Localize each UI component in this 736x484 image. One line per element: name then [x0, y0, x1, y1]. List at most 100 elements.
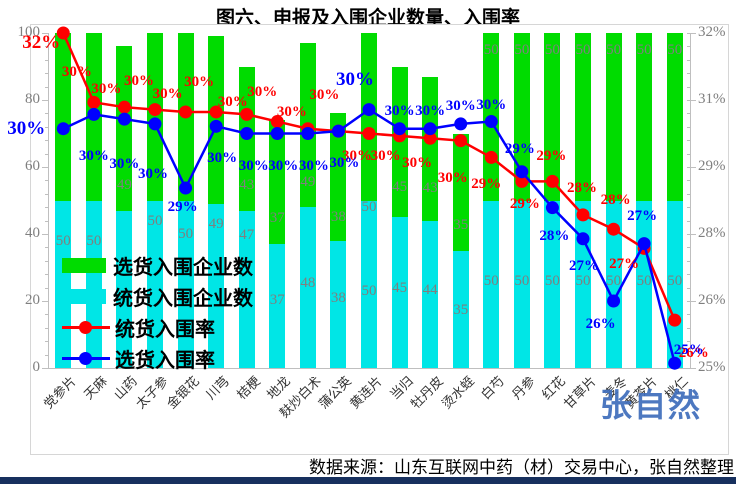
minor-tick-right: [687, 247, 690, 248]
blue-rate-line-point: [148, 117, 162, 131]
blue-rate-label: 30%: [445, 97, 476, 114]
bar-segment-tonghuo: [422, 220, 439, 368]
minor-tick-left: [45, 288, 48, 289]
minor-tick-right: [687, 355, 690, 356]
major-tick-left: [42, 167, 48, 168]
blue-rate-line-point: [117, 112, 131, 126]
bottom-divider-bar: [0, 477, 736, 484]
bar-value-label: 49: [208, 215, 224, 232]
blue-rate-label: 30%: [298, 157, 329, 174]
major-tick-right: [690, 234, 696, 235]
red-rate-label: 30%: [61, 64, 92, 81]
minor-tick-left: [45, 127, 48, 128]
right-axis-tick-label: 31%: [698, 91, 726, 107]
bar-segment-xuanhuo: [55, 33, 72, 201]
bar-segment-xuanhuo: [605, 33, 622, 201]
blue-rate-line-point: [423, 122, 437, 136]
bar-value-label: 50: [483, 272, 499, 289]
blue-rate-line-point: [484, 115, 498, 129]
bar-value-label: 35: [453, 216, 469, 233]
minor-tick-right: [687, 73, 690, 74]
bar-segment-tonghuo: [391, 217, 408, 368]
blue-rate-label: 29%: [504, 140, 535, 157]
minor-tick-right: [687, 100, 690, 101]
red-rate-label: 30%: [184, 73, 215, 90]
minor-tick-right: [687, 46, 690, 47]
bar-value-label: 49: [116, 177, 132, 194]
bar-segment-xuanhuo: [269, 120, 286, 245]
bar-segment-tonghuo: [513, 200, 530, 368]
red-rate-line-point: [484, 150, 498, 164]
blue-rate-line-point: [209, 119, 223, 133]
minor-tick-left: [45, 261, 48, 262]
minor-tick-right: [687, 274, 690, 275]
red-rate-line-point: [454, 134, 468, 148]
red-rate-label: 30%: [342, 147, 372, 164]
bar-segment-tonghuo: [177, 200, 194, 368]
minor-tick-left: [45, 194, 48, 195]
bar-value-label: 50: [575, 41, 591, 58]
minor-tick-right: [687, 167, 690, 168]
major-tick-left: [42, 234, 48, 235]
major-tick-left: [42, 301, 48, 302]
minor-tick-left: [45, 154, 48, 155]
blue-rate-line-point: [331, 124, 345, 138]
bar-segment-xuanhuo: [116, 46, 133, 211]
blue-rate-line-point: [270, 127, 284, 140]
minor-tick-left: [45, 46, 48, 47]
bar-value-label: 50: [361, 282, 377, 299]
bar-segment-tonghuo: [299, 207, 316, 368]
bar-segment-tonghuo: [605, 200, 622, 368]
left-axis-tick-label: 40: [25, 225, 40, 241]
bar-segment-xuanhuo: [422, 76, 439, 221]
legend-bar-swatch: [62, 258, 106, 273]
bar-value-label: 50: [514, 41, 530, 58]
bar-segment-xuanhuo: [544, 33, 561, 201]
legend-bar-swatch: [62, 289, 106, 304]
bar-segment-xuanhuo: [666, 33, 683, 201]
right-axis-tick-label: 28%: [698, 225, 726, 241]
source-note: 数据来源：山东互联网中药（材）交易中心，张自然整理: [309, 458, 734, 477]
bar-segment-xuanhuo: [452, 133, 469, 251]
minor-tick-right: [687, 207, 690, 208]
red-rate-line-point: [148, 103, 162, 117]
bar-segment-xuanhuo: [361, 33, 377, 201]
bar-value-label: 50: [667, 272, 683, 289]
red-rate-label: 30%: [370, 147, 401, 164]
legend-line-swatch: [62, 351, 110, 366]
minor-tick-right: [687, 261, 690, 262]
minor-tick-right: [687, 288, 690, 289]
red-rate-line-point: [87, 95, 101, 109]
bar-segment-xuanhuo: [513, 33, 530, 201]
legend-item-1: 选货入围企业数: [62, 250, 253, 281]
bar-segment-xuanhuo: [575, 33, 591, 201]
bar-segment-xuanhuo: [330, 113, 347, 241]
blue-rate-label: 30%: [415, 102, 446, 119]
bar-segment-tonghuo: [544, 200, 561, 368]
bar-value-label: 45: [392, 279, 408, 296]
bar-value-label: 50: [361, 199, 377, 216]
blue-rate-line-point: [301, 127, 315, 140]
minor-tick-right: [687, 221, 690, 222]
major-tick-left: [42, 100, 48, 101]
minor-tick-left: [45, 180, 48, 181]
minor-tick-right: [687, 113, 690, 114]
red-rate-line-point: [607, 222, 621, 236]
major-tick-left: [42, 368, 48, 369]
blue-rate-line-point: [545, 201, 559, 215]
right-axis-tick-label: 32%: [698, 24, 726, 40]
red-rate-line-point: [209, 105, 223, 119]
blue-rate-line-point: [576, 232, 590, 246]
blue-rate-line-point: [179, 181, 193, 195]
blue-rate-label: 30%: [138, 165, 168, 182]
bar-value-label: 43: [239, 177, 255, 194]
minor-tick-right: [687, 314, 690, 315]
blue-rate-label: 29%: [167, 199, 198, 216]
red-rate-label: 30%: [91, 81, 122, 98]
legend-label: 选货入围企业数: [113, 257, 253, 279]
bar-value-label: 45: [392, 179, 408, 196]
red-rate-line-point: [240, 107, 254, 121]
bar-segment-tonghuo: [361, 200, 377, 368]
blue-rate-label: 30%: [476, 96, 507, 113]
